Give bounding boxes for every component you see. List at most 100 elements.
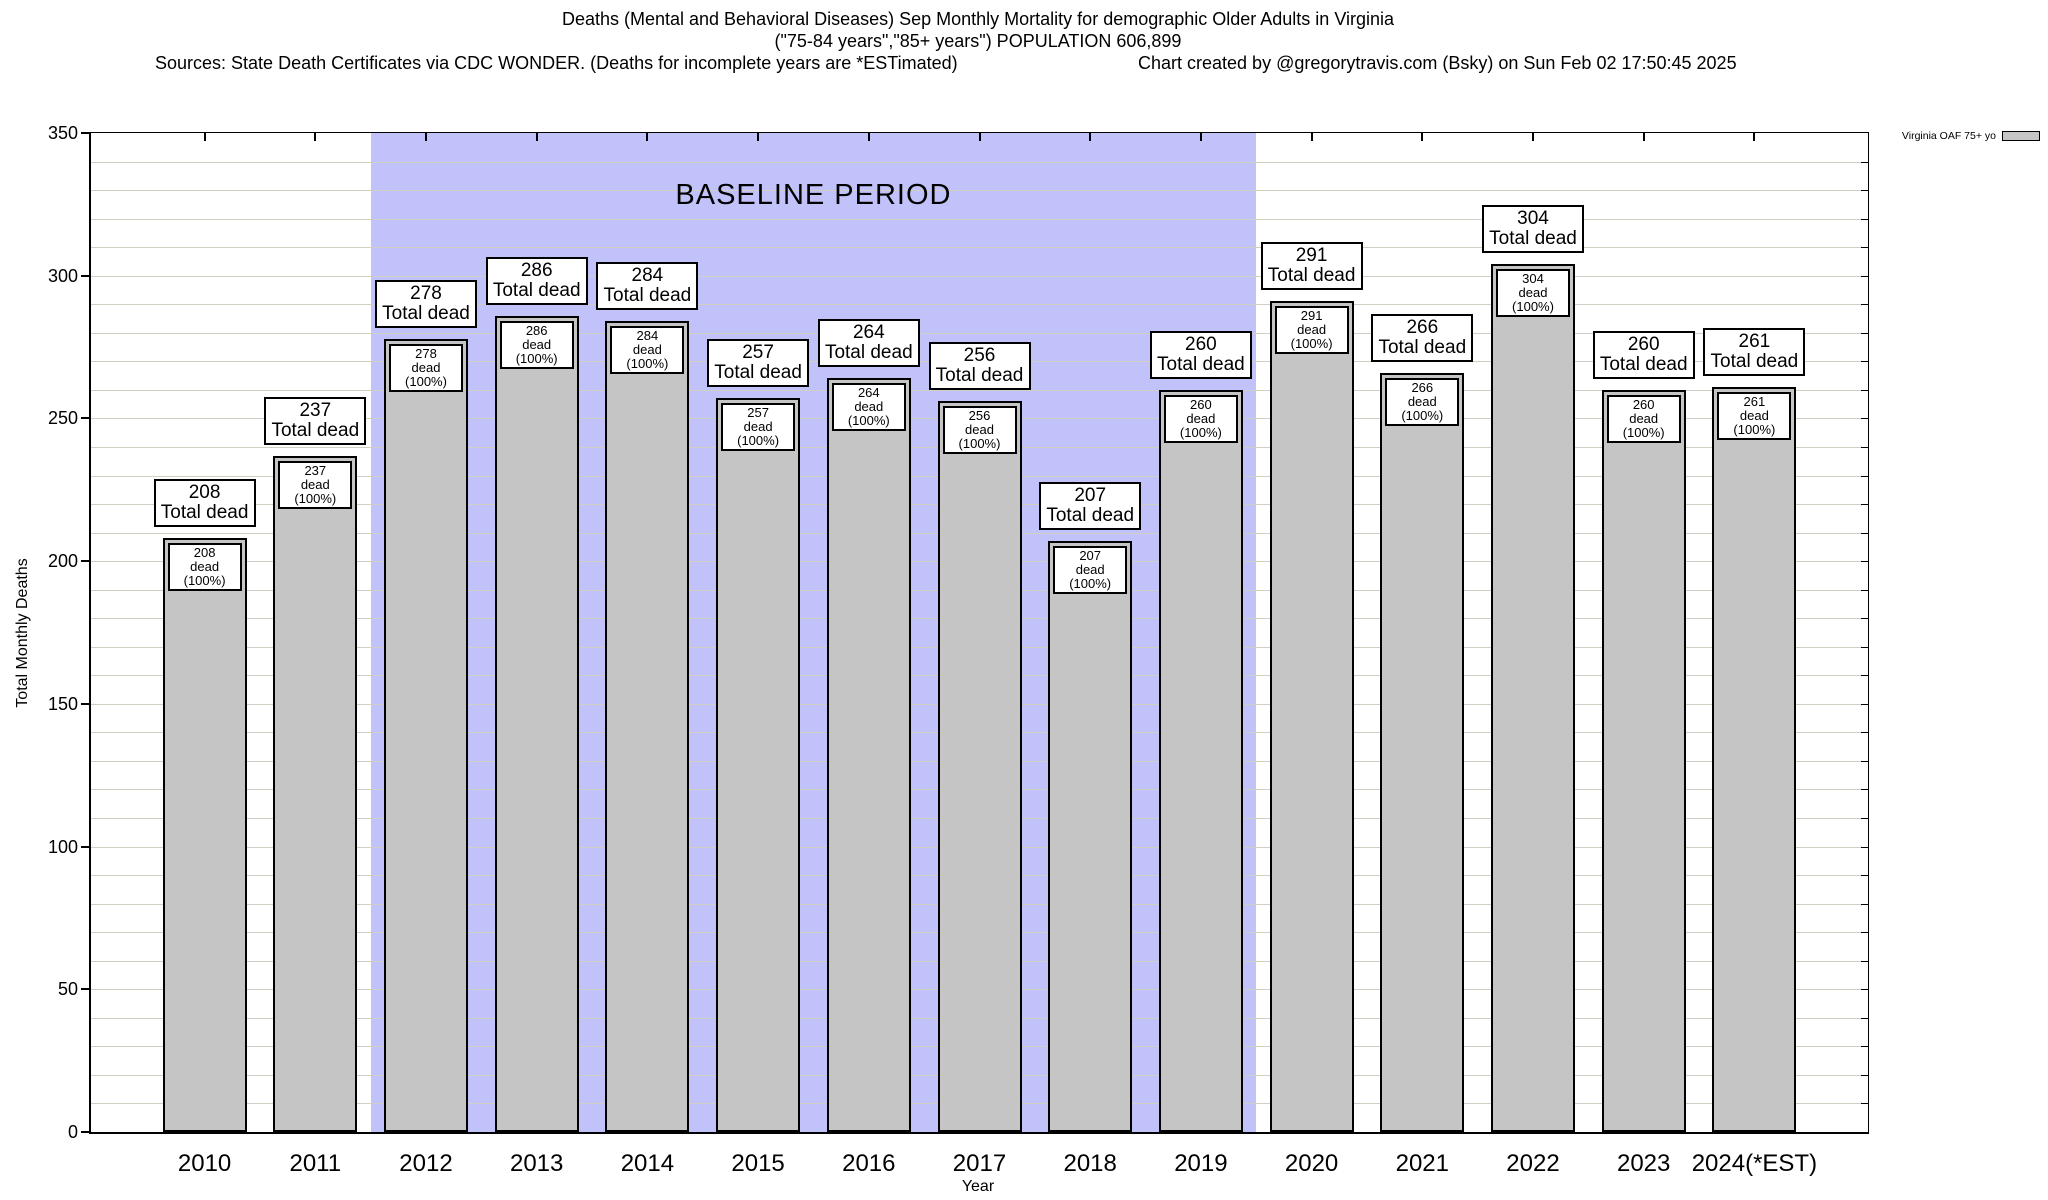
bar-dead-text: dead (100%)	[183, 559, 226, 589]
bar-dead-label-2021: 266 dead (100%)	[1385, 377, 1460, 426]
right-tick-y-190	[1861, 589, 1868, 591]
bar-dead-text: dead (100%)	[1069, 562, 1112, 592]
bar-dead-value: 237	[304, 462, 327, 478]
bar-2021	[1380, 372, 1465, 1132]
plot-area: BASELINE PERIOD 208 Total dead 208 dead (100…	[89, 132, 1869, 1134]
bar-dead-text: dead (100%)	[1512, 285, 1554, 315]
y-tick-label-150: 150	[47, 693, 78, 714]
bar-dead-label-2022: 304 dead (100%)	[1496, 269, 1570, 318]
y-tick-label-250: 250	[47, 408, 78, 429]
bar-total-label-2015: 257 Total dead	[707, 339, 810, 388]
bar-2018	[1048, 541, 1133, 1132]
bar-total-value: 237	[299, 399, 332, 421]
bar-total-value: 207	[1074, 485, 1107, 507]
gridline-y-290	[91, 304, 1868, 306]
bar-total-text: Total dead	[935, 365, 1024, 387]
gridline-y-320	[91, 218, 1868, 220]
right-tick-y-320	[1861, 218, 1868, 220]
top-tick-2024(*EST)	[1753, 133, 1756, 141]
y-tick-mark-150	[81, 702, 90, 705]
bar-dead-value: 266	[1411, 379, 1434, 395]
bar-total-value: 278	[410, 282, 442, 304]
right-tick-y-130	[1861, 760, 1868, 762]
bar-total-value: 257	[742, 342, 774, 364]
bar-total-value: 208	[188, 482, 221, 504]
bar-total-text: Total dead	[1267, 265, 1356, 287]
bar-total-label-2014: 284 Total dead	[596, 262, 699, 311]
bar-dead-text: dead (100%)	[294, 476, 337, 506]
bar-total-label-2021: 266 Total dead	[1371, 313, 1474, 362]
bar-dead-value: 256	[968, 408, 991, 424]
right-tick-y-80	[1861, 903, 1868, 905]
bar-dead-value: 286	[525, 322, 548, 338]
x-tick-label-2020: 2020	[1284, 1150, 1339, 1177]
bar-dead-value: 257	[747, 405, 769, 421]
bar-2012	[384, 338, 468, 1132]
right-tick-y-170	[1861, 646, 1868, 648]
x-tick-label-2024(*EST): 2024(*EST)	[1691, 1150, 1818, 1177]
bar-2020	[1269, 301, 1354, 1132]
gridline-y-300	[91, 275, 1868, 277]
y-tick-mark-250	[81, 417, 90, 420]
bar-2022	[1491, 264, 1575, 1132]
y-axis-title: Total Monthly Deaths	[14, 558, 31, 708]
x-tick-label-2015: 2015	[731, 1150, 785, 1177]
source-note: Sources: State Death Certificates via CD…	[155, 53, 958, 73]
bar-total-label-2017: 256 Total dead	[928, 342, 1031, 391]
bar-dead-value: 260	[1632, 396, 1655, 412]
bar-total-label-2019: 260 Total dead	[1149, 330, 1252, 379]
bar-dead-value: 291	[1300, 308, 1323, 324]
bar-dead-label-2014: 284 dead (100%)	[610, 326, 685, 375]
bar-dead-text: dead (100%)	[958, 422, 1001, 452]
bar-dead-label-2020: 291 dead (100%)	[1274, 306, 1349, 355]
top-tick-2013	[535, 133, 538, 141]
bar-dead-label-2010: 208 dead (100%)	[167, 543, 242, 592]
y-tick-label-200: 200	[47, 551, 78, 572]
x-tick-label-2019: 2019	[1174, 1150, 1228, 1177]
bar-dead-label-2018: 207 dead (100%)	[1053, 546, 1128, 595]
bar-dead-text: dead (100%)	[405, 359, 447, 389]
bar-dead-label-2012: 278 dead (100%)	[389, 343, 463, 392]
bar-total-label-2018: 207 Total dead	[1039, 482, 1142, 531]
gridline-y-340	[91, 161, 1868, 163]
right-tick-y-210	[1861, 532, 1868, 534]
y-tick-mark-350	[81, 132, 90, 134]
top-tick-2023	[1642, 133, 1645, 141]
bar-2016	[826, 378, 911, 1132]
bar-total-label-2022: 304 Total dead	[1482, 205, 1584, 254]
gridline-y-280	[91, 332, 1868, 334]
right-tick-y-220	[1861, 504, 1868, 506]
bar-total-text: Total dead	[1378, 336, 1467, 358]
right-tick-y-50	[1861, 989, 1868, 991]
bar-dead-label-2019: 260 dead (100%)	[1163, 394, 1238, 443]
top-tick-2021	[1421, 133, 1424, 141]
bar-total-label-2020: 291 Total dead	[1260, 242, 1363, 291]
bar-total-text: Total dead	[714, 362, 802, 384]
bar-dead-value: 208	[193, 545, 216, 561]
bar-dead-text: dead (100%)	[737, 419, 780, 449]
x-tick-label-2023: 2023	[1616, 1150, 1671, 1177]
bar-total-text: Total dead	[824, 342, 913, 364]
top-tick-2019	[1199, 133, 1202, 141]
right-tick-y-280	[1861, 332, 1868, 334]
bar-total-text: Total dead	[1710, 351, 1799, 373]
right-tick-y-250	[1861, 418, 1868, 420]
bar-total-value: 256	[963, 345, 996, 367]
right-tick-y-60	[1861, 960, 1868, 962]
x-axis-title: Year	[961, 1178, 995, 1195]
bar-total-text: Total dead	[1489, 228, 1577, 250]
bar-total-label-2013: 286 Total dead	[485, 256, 588, 305]
y-tick-mark-200	[81, 560, 90, 563]
right-tick-y-110	[1861, 818, 1868, 820]
bar-total-label-2012: 278 Total dead	[375, 279, 477, 328]
right-tick-y-20	[1861, 1074, 1868, 1076]
right-tick-y-290	[1861, 304, 1868, 306]
bar-total-value: 261	[1738, 331, 1771, 353]
gridline-y-330	[91, 190, 1868, 192]
bar-dead-text: dead (100%)	[1733, 408, 1776, 438]
bar-dead-text: dead (100%)	[1622, 410, 1665, 440]
bar-dead-value: 284	[636, 328, 659, 344]
right-tick-y-140	[1861, 732, 1868, 734]
bar-total-label-2011: 237 Total dead	[264, 396, 367, 445]
